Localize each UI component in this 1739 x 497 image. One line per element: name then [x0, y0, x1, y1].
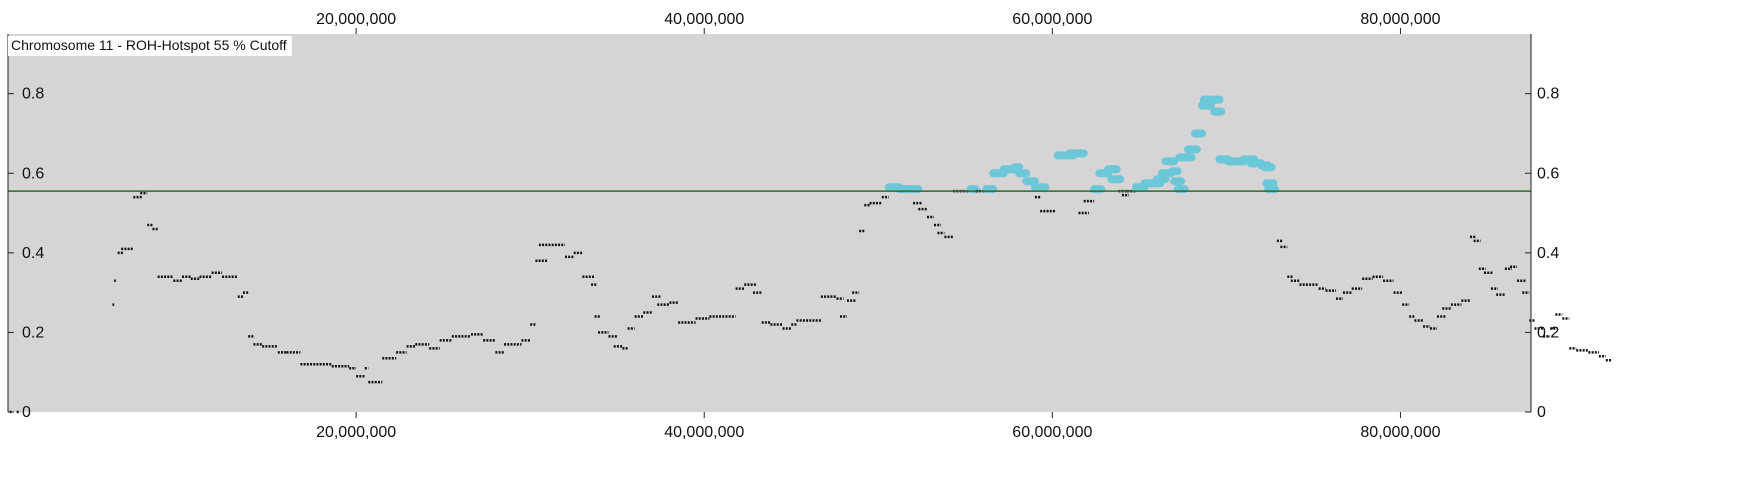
- axes: 20,000,000 20,000,000 40,000,000 40,000,000…: [7, 11, 1559, 441]
- title-box: Chromosome 11 - ROH-Hotspot 55 % Cutoff: [8, 36, 292, 56]
- y-tick-label-right: 0.6: [1537, 165, 1559, 182]
- x-tick-label-top: 80,000,000: [1360, 11, 1440, 28]
- y-tick-label-left: 0.4: [22, 245, 44, 262]
- y-tick-label-right: 0.2: [1537, 324, 1559, 341]
- x-tick-label-bottom: 40,000,000: [664, 424, 744, 441]
- x-tick-label-bottom: 20,000,000: [316, 424, 396, 441]
- x-tick-label-bottom: 60,000,000: [1012, 424, 1092, 441]
- chart-title: Chromosome 11 - ROH-Hotspot 55 % Cutoff: [11, 37, 287, 53]
- title-background: [8, 36, 292, 56]
- x-tick-label-bottom: 80,000,000: [1360, 424, 1440, 441]
- plot-background: [8, 34, 1531, 412]
- y-tick-label-right: 0: [1537, 404, 1546, 421]
- x-tick-label-top: 20,000,000: [316, 11, 396, 28]
- y-tick-label-left: 0.2: [22, 324, 44, 341]
- x-tick-label-top: 60,000,000: [1012, 11, 1092, 28]
- y-tick-label-left: 0: [22, 404, 31, 421]
- y-tick-label-left: 0.8: [22, 86, 44, 103]
- data-points: [9, 95, 1612, 414]
- y-tick-label-right: 0.4: [1537, 245, 1559, 262]
- y-tick-label-left: 0.6: [22, 165, 44, 182]
- y-tick-label-right: 0.8: [1537, 86, 1559, 103]
- x-tick-label-top: 40,000,000: [664, 11, 744, 28]
